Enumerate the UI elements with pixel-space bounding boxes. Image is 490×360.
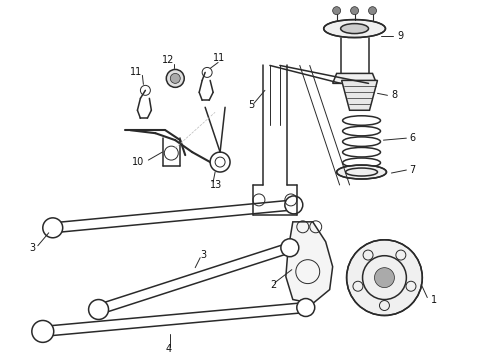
Circle shape	[368, 7, 376, 15]
Circle shape	[32, 320, 54, 342]
Circle shape	[374, 268, 394, 288]
Circle shape	[89, 300, 108, 319]
Text: 1: 1	[431, 294, 438, 305]
Circle shape	[350, 7, 359, 15]
Circle shape	[281, 239, 299, 257]
Circle shape	[43, 218, 63, 238]
Circle shape	[171, 73, 180, 84]
Text: 8: 8	[392, 90, 397, 100]
Text: 7: 7	[409, 165, 416, 175]
Ellipse shape	[341, 24, 368, 33]
Text: 4: 4	[165, 345, 172, 354]
Text: 11: 11	[213, 54, 225, 63]
Polygon shape	[286, 222, 333, 303]
Circle shape	[285, 196, 303, 214]
Text: 3: 3	[29, 243, 35, 253]
Text: 2: 2	[270, 280, 276, 289]
Circle shape	[210, 152, 230, 172]
Text: 9: 9	[397, 31, 404, 41]
Polygon shape	[342, 80, 377, 110]
Text: 5: 5	[248, 100, 254, 110]
Polygon shape	[333, 73, 376, 84]
Circle shape	[166, 69, 184, 87]
Circle shape	[346, 240, 422, 315]
Circle shape	[297, 298, 315, 316]
Circle shape	[333, 7, 341, 15]
Ellipse shape	[337, 165, 387, 179]
Text: 6: 6	[409, 133, 416, 143]
Ellipse shape	[324, 20, 386, 37]
Text: 13: 13	[210, 180, 222, 190]
Text: 3: 3	[200, 250, 206, 260]
Text: 12: 12	[162, 55, 175, 66]
Text: 10: 10	[132, 157, 145, 167]
Text: 11: 11	[130, 67, 143, 77]
